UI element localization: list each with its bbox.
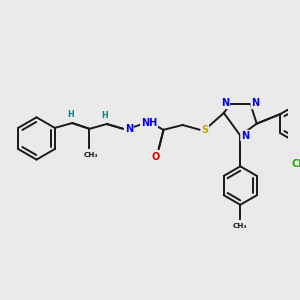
Text: NH: NH: [141, 118, 157, 128]
Text: N: N: [251, 98, 259, 108]
Text: N: N: [241, 130, 249, 141]
Text: N: N: [221, 98, 230, 108]
Text: N: N: [125, 124, 133, 134]
Text: S: S: [201, 125, 208, 135]
Text: H: H: [67, 110, 74, 119]
Text: CH₃: CH₃: [233, 223, 247, 229]
Text: Cl: Cl: [292, 159, 300, 169]
Text: O: O: [152, 152, 160, 162]
Text: CH₃: CH₃: [83, 152, 98, 158]
Text: H: H: [101, 111, 108, 120]
